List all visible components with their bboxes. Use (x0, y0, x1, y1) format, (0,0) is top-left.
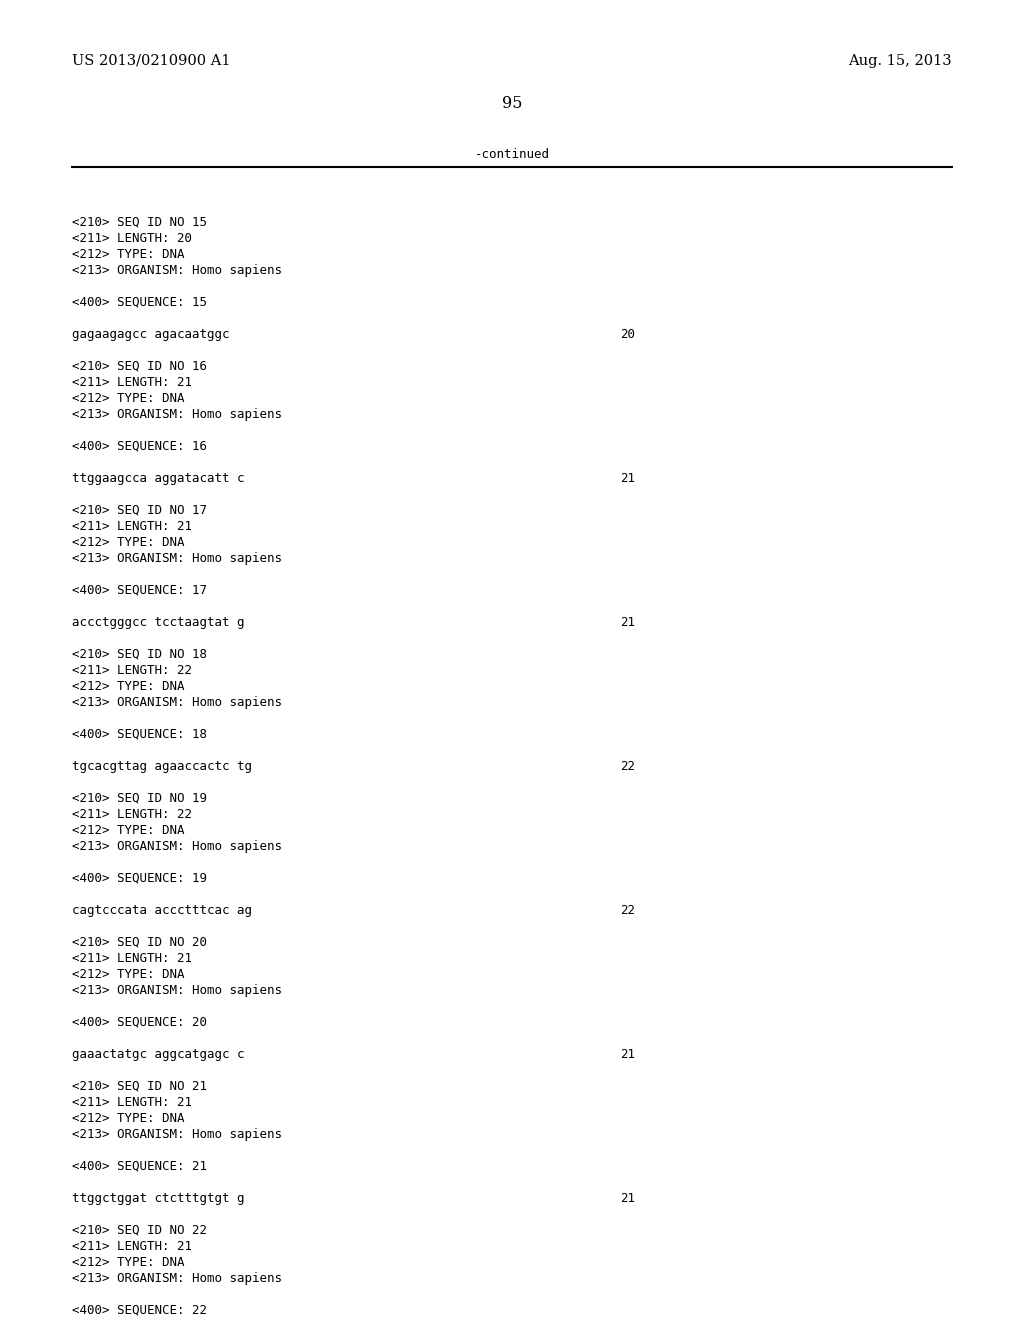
Text: <211> LENGTH: 20: <211> LENGTH: 20 (72, 232, 193, 246)
Text: <400> SEQUENCE: 21: <400> SEQUENCE: 21 (72, 1160, 207, 1173)
Text: <210> SEQ ID NO 16: <210> SEQ ID NO 16 (72, 360, 207, 374)
Text: <212> TYPE: DNA: <212> TYPE: DNA (72, 824, 184, 837)
Text: <213> ORGANISM: Homo sapiens: <213> ORGANISM: Homo sapiens (72, 264, 282, 277)
Text: <212> TYPE: DNA: <212> TYPE: DNA (72, 536, 184, 549)
Text: <210> SEQ ID NO 22: <210> SEQ ID NO 22 (72, 1224, 207, 1237)
Text: 21: 21 (620, 616, 635, 630)
Text: tgcacgttag agaaccactc tg: tgcacgttag agaaccactc tg (72, 760, 252, 774)
Text: <212> TYPE: DNA: <212> TYPE: DNA (72, 392, 184, 405)
Text: 21: 21 (620, 473, 635, 484)
Text: gagaagagcc agacaatggc: gagaagagcc agacaatggc (72, 327, 229, 341)
Text: 22: 22 (620, 904, 635, 917)
Text: 22: 22 (620, 760, 635, 774)
Text: <210> SEQ ID NO 21: <210> SEQ ID NO 21 (72, 1080, 207, 1093)
Text: accctgggcc tcctaagtat g: accctgggcc tcctaagtat g (72, 616, 245, 630)
Text: ttggaagcca aggatacatt c: ttggaagcca aggatacatt c (72, 473, 245, 484)
Text: 21: 21 (620, 1192, 635, 1205)
Text: <210> SEQ ID NO 20: <210> SEQ ID NO 20 (72, 936, 207, 949)
Text: <211> LENGTH: 21: <211> LENGTH: 21 (72, 1096, 193, 1109)
Text: <400> SEQUENCE: 19: <400> SEQUENCE: 19 (72, 873, 207, 884)
Text: <213> ORGANISM: Homo sapiens: <213> ORGANISM: Homo sapiens (72, 840, 282, 853)
Text: ttggctggat ctctttgtgt g: ttggctggat ctctttgtgt g (72, 1192, 245, 1205)
Text: <213> ORGANISM: Homo sapiens: <213> ORGANISM: Homo sapiens (72, 1272, 282, 1284)
Text: -continued: -continued (474, 148, 550, 161)
Text: <213> ORGANISM: Homo sapiens: <213> ORGANISM: Homo sapiens (72, 408, 282, 421)
Text: <212> TYPE: DNA: <212> TYPE: DNA (72, 248, 184, 261)
Text: gaaactatgc aggcatgagc c: gaaactatgc aggcatgagc c (72, 1048, 245, 1061)
Text: <213> ORGANISM: Homo sapiens: <213> ORGANISM: Homo sapiens (72, 696, 282, 709)
Text: <211> LENGTH: 22: <211> LENGTH: 22 (72, 664, 193, 677)
Text: 21: 21 (620, 1048, 635, 1061)
Text: <400> SEQUENCE: 17: <400> SEQUENCE: 17 (72, 583, 207, 597)
Text: <213> ORGANISM: Homo sapiens: <213> ORGANISM: Homo sapiens (72, 1129, 282, 1140)
Text: <400> SEQUENCE: 16: <400> SEQUENCE: 16 (72, 440, 207, 453)
Text: <211> LENGTH: 22: <211> LENGTH: 22 (72, 808, 193, 821)
Text: <213> ORGANISM: Homo sapiens: <213> ORGANISM: Homo sapiens (72, 983, 282, 997)
Text: 95: 95 (502, 95, 522, 112)
Text: <210> SEQ ID NO 17: <210> SEQ ID NO 17 (72, 504, 207, 517)
Text: <210> SEQ ID NO 18: <210> SEQ ID NO 18 (72, 648, 207, 661)
Text: US 2013/0210900 A1: US 2013/0210900 A1 (72, 54, 230, 69)
Text: <211> LENGTH: 21: <211> LENGTH: 21 (72, 1239, 193, 1253)
Text: Aug. 15, 2013: Aug. 15, 2013 (848, 54, 952, 69)
Text: <400> SEQUENCE: 15: <400> SEQUENCE: 15 (72, 296, 207, 309)
Text: <210> SEQ ID NO 15: <210> SEQ ID NO 15 (72, 216, 207, 228)
Text: <212> TYPE: DNA: <212> TYPE: DNA (72, 680, 184, 693)
Text: <212> TYPE: DNA: <212> TYPE: DNA (72, 1257, 184, 1269)
Text: <211> LENGTH: 21: <211> LENGTH: 21 (72, 376, 193, 389)
Text: 20: 20 (620, 327, 635, 341)
Text: <211> LENGTH: 21: <211> LENGTH: 21 (72, 520, 193, 533)
Text: <213> ORGANISM: Homo sapiens: <213> ORGANISM: Homo sapiens (72, 552, 282, 565)
Text: <400> SEQUENCE: 22: <400> SEQUENCE: 22 (72, 1304, 207, 1317)
Text: <400> SEQUENCE: 18: <400> SEQUENCE: 18 (72, 729, 207, 741)
Text: <210> SEQ ID NO 19: <210> SEQ ID NO 19 (72, 792, 207, 805)
Text: <212> TYPE: DNA: <212> TYPE: DNA (72, 1111, 184, 1125)
Text: <212> TYPE: DNA: <212> TYPE: DNA (72, 968, 184, 981)
Text: <400> SEQUENCE: 20: <400> SEQUENCE: 20 (72, 1016, 207, 1030)
Text: <211> LENGTH: 21: <211> LENGTH: 21 (72, 952, 193, 965)
Text: cagtcccata accctttcac ag: cagtcccata accctttcac ag (72, 904, 252, 917)
